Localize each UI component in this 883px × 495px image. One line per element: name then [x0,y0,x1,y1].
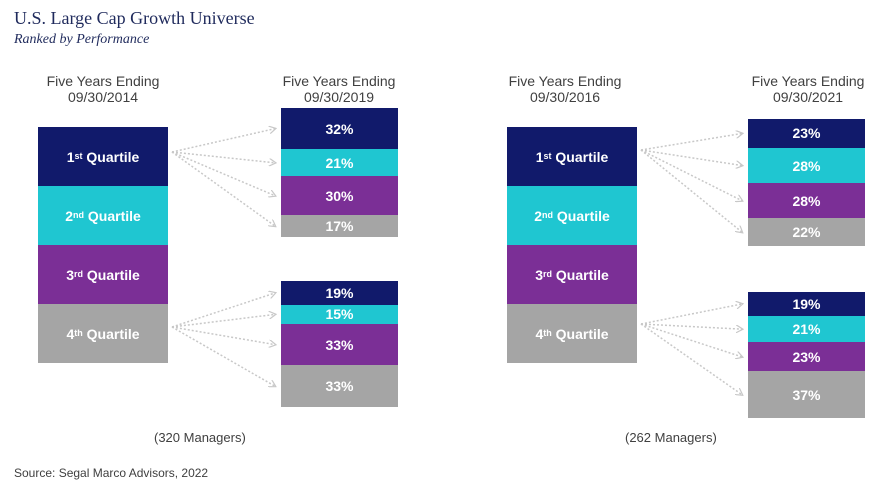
panel1-end-heading-line1: Five Years Ending [282,73,396,89]
panel2-arrow-q4-to-q4 [640,323,742,395]
panel1-arrow-q4-to-q2 [171,314,275,328]
panel2-arrow-q1-to-q1 [640,133,742,151]
panel1-manager-count: (320 Managers) [154,430,246,445]
source-note: Source: Segal Marco Advisors, 2022 [14,466,209,480]
panel2-q1-outcome-q2: 28% [748,147,865,184]
percent-label: 30% [325,187,354,204]
panel2-arrow-q4-to-q1 [640,304,742,325]
panel1-q1-outcome-q1: 32% [281,108,398,150]
panel1-q4-num: 4 [66,325,75,342]
panel1-q2-num: 2 [65,207,73,224]
percent-label: 37% [792,386,821,403]
panel1-q1-sup: st [74,150,83,161]
percent-label: 28% [792,157,821,174]
panel1-q3-sup: rd [74,268,83,279]
panel2-end-heading: Five Years Ending 09/30/2021 [743,73,873,105]
panel1-q1-outcome-q2: 21% [281,149,398,177]
panel1-q4-outcome-q4: 33% [281,365,398,407]
panel1-start-heading: Five Years Ending 09/30/2014 [38,73,168,105]
panel2-q1-num: 1 [535,148,544,165]
panel2-q1-outcome-q4: 22% [748,218,865,246]
panel1-q4-outcome-q3: 33% [281,323,398,366]
percent-label: 23% [792,348,821,365]
panel1-arrow-q1-to-q3 [171,151,275,196]
panel2-q4-sup: th [543,327,552,338]
percent-label: 32% [325,120,354,137]
panel2-q4-outcome-q4: 37% [748,371,865,418]
chart-subtitle: Ranked by Performance [14,32,150,47]
panel1-q1-num: 1 [66,148,75,165]
panel1-q1-word: Quartile [86,148,140,165]
percent-label: 19% [792,295,821,312]
panel2-q4-outcome-q1: 19% [748,292,865,316]
panel2-q2-sup: nd [542,209,553,220]
panel2-q1-word: Quartile [555,148,609,165]
chart-title: U.S. Large Cap Growth Universe [14,8,255,28]
panel2-arrow-q4-to-q2 [640,323,742,329]
percent-label: 21% [792,321,821,338]
percent-label: 33% [325,336,354,353]
panel1-arrow-q4-to-q1 [171,293,275,328]
panel1-arrow-q1-to-q4 [171,151,275,226]
panel1-q2-sup: nd [73,209,84,220]
panel1-q4-sup: th [74,327,83,338]
percent-label: 17% [325,218,354,235]
percent-label: 21% [325,154,354,171]
panel2-arrow-q1-to-q4 [640,149,742,232]
panel2-q1-outcome-q1: 23% [748,119,865,148]
panel2-start-heading-line2: 09/30/2016 [529,89,601,105]
panel2-start-heading: Five Years Ending 09/30/2016 [500,73,630,105]
panel1-q3-word: Quartile [86,266,140,283]
panel1-q2-word: Quartile [87,207,141,224]
panel2-end-heading-line1: Five Years Ending [751,73,865,89]
panel2-q2-num: 2 [534,207,542,224]
panel1-q1-outcome-q4: 17% [281,215,398,237]
panel2-q4-outcome-q3: 23% [748,342,865,372]
panel1-arrow-q1-to-q2 [171,151,275,163]
panel2-q1-outcome-q3: 28% [748,183,865,219]
panel1-end-heading-line2: 09/30/2019 [303,89,375,105]
percent-label: 22% [792,224,821,241]
panel2-arrow-q1-to-q2 [640,149,742,166]
panel2-arrow-q4-to-q3 [640,323,742,357]
panel2-q3-word: Quartile [555,266,609,283]
panel2-start-heading-line1: Five Years Ending [508,73,622,89]
panel1-q4-outcome-q1: 19% [281,281,398,305]
panel1-start-heading-line1: Five Years Ending [46,73,160,89]
panel2-end-heading-line2: 09/30/2021 [772,89,844,105]
percent-label: 23% [792,125,821,142]
panel1-arrow-q1-to-q1 [171,129,275,153]
panel1-q1-outcome-q3: 30% [281,176,398,216]
panel2-manager-count: (262 Managers) [625,430,717,445]
panel1-end-heading: Five Years Ending 09/30/2019 [274,73,404,105]
percent-label: 33% [325,378,354,395]
panel2-q1-sup: st [543,150,552,161]
panel1-start-heading-line2: 09/30/2014 [67,89,139,105]
panel2-q4-word: Quartile [555,325,609,342]
percent-label: 19% [325,284,354,301]
panel1-q3-num: 3 [66,266,74,283]
panel1-arrow-q4-to-q3 [171,326,275,345]
panel2-q3-sup: rd [543,268,552,279]
panel1-q4-outcome-q2: 15% [281,304,398,324]
panel2-q4-outcome-q2: 21% [748,315,865,343]
percent-label: 28% [792,192,821,209]
percent-label: 15% [325,306,354,323]
panel2-q4-num: 4 [535,325,544,342]
panel1-q4-word: Quartile [86,325,140,342]
panel2-q3-num: 3 [535,266,543,283]
panel2-q2-word: Quartile [556,207,610,224]
panel2-arrow-q1-to-q3 [640,149,742,201]
